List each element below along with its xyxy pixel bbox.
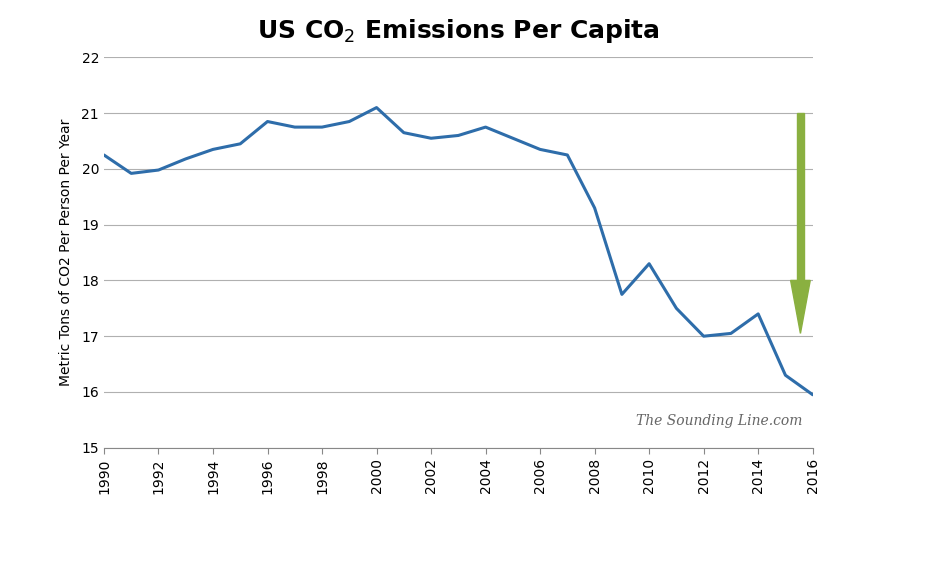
Y-axis label: Metric Tons of CO2 Per Person Per Year: Metric Tons of CO2 Per Person Per Year [59, 119, 73, 386]
Title: US CO$_2$ Emissions Per Capita: US CO$_2$ Emissions Per Capita [257, 17, 659, 45]
Bar [796, 113, 803, 281]
Polygon shape [790, 281, 809, 333]
Text: The Sounding Line.com: The Sounding Line.com [635, 414, 801, 428]
